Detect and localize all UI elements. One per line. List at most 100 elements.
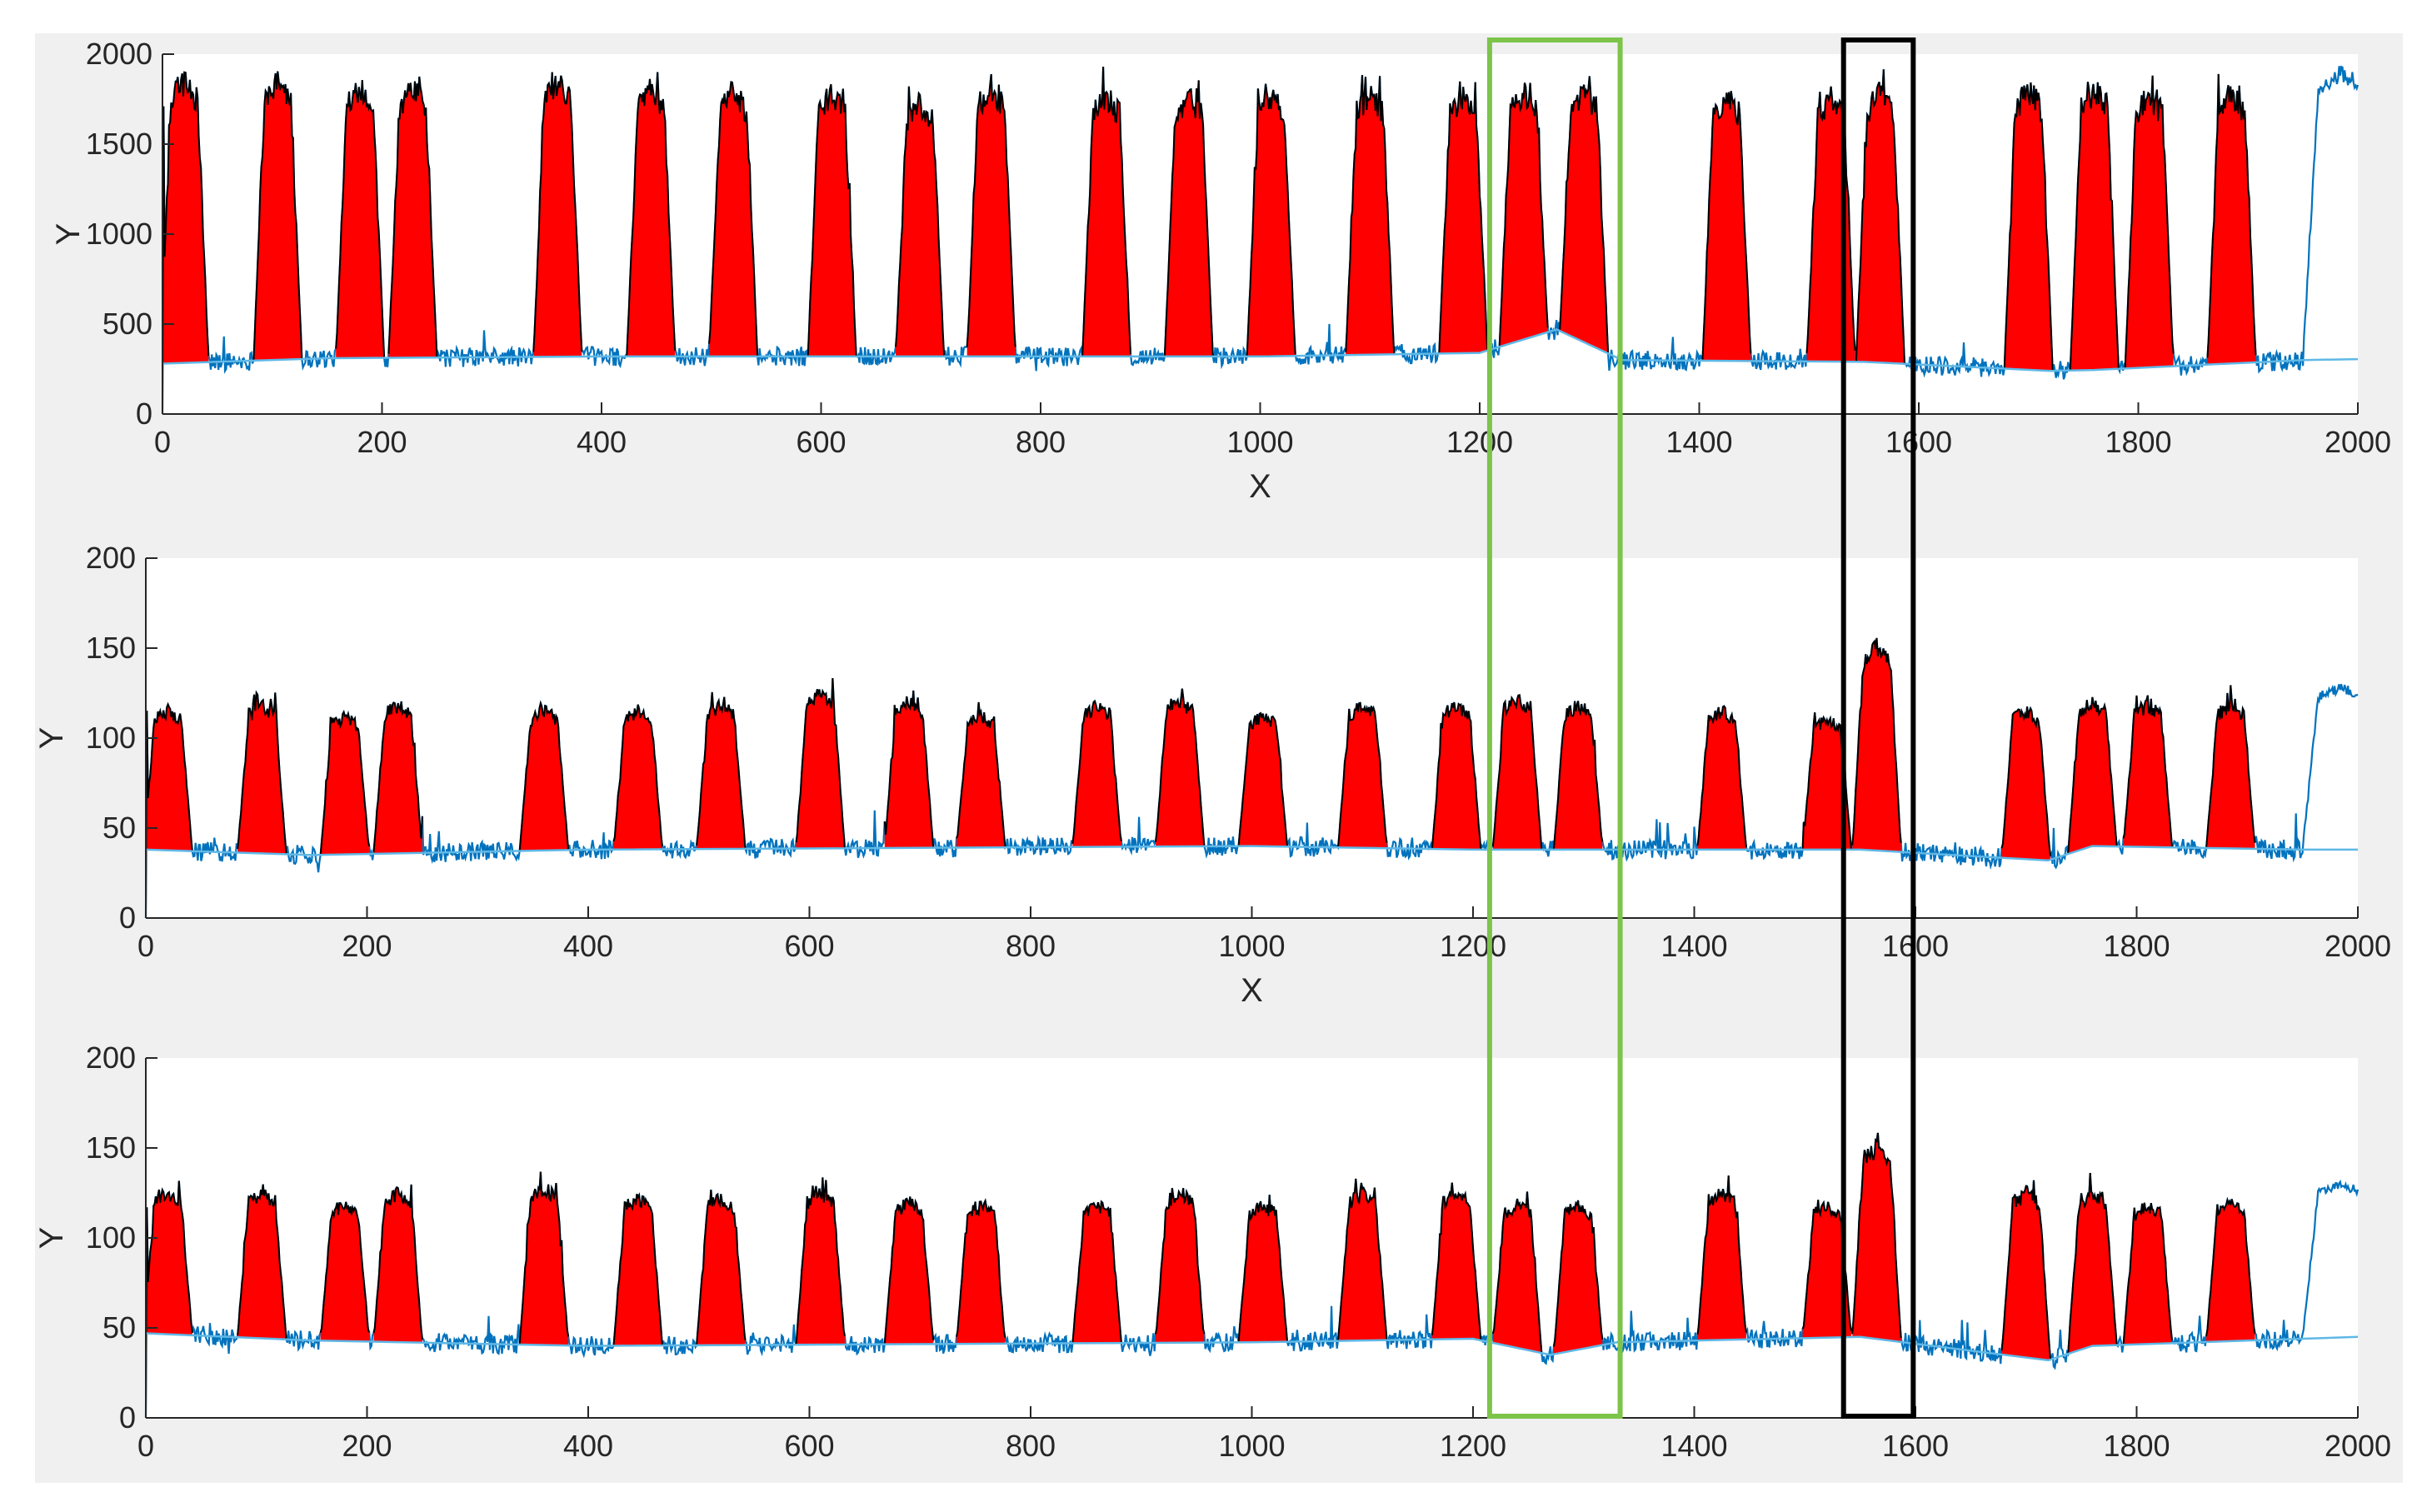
peak-fill-16 [1492,1191,1542,1354]
x-tick-label: 2000 [2325,929,2391,963]
x-tick-label: 1200 [1440,1429,1506,1463]
peak-fill-15 [1431,702,1481,850]
peak-outline-16 [1491,1191,1543,1354]
peak-fill-20 [1852,637,1901,852]
peak-outline-15 [1431,1182,1482,1340]
peak-outline-2 [252,71,303,361]
x-tick-label: 1800 [2103,1429,2170,1463]
x-axis-label: X [1241,972,1263,1009]
peak-fill-24 [2206,1199,2255,1342]
y-tick-label: 100 [86,1220,136,1255]
peak-outline-16 [1491,694,1543,850]
y-tick-label: 150 [86,1130,136,1165]
black-highlight-box [1840,37,1916,1419]
peak-fill-6 [627,72,676,357]
peak-outline-2 [237,690,287,855]
y-tick-label: 50 [102,1310,136,1345]
peak-fill-14 [1338,702,1387,849]
peak-fill-24 [2207,73,2256,365]
green-highlight-box [1486,37,1623,1419]
peak-outline-20 [1851,637,1902,846]
peak-outline-24 [2205,1196,2256,1337]
x-tick-label: 1800 [2105,425,2171,459]
x-tick-label: 1600 [1885,425,1952,459]
peak-fill-21 [2001,706,2050,861]
peak-outline-24 [2206,73,2257,358]
peak-outline-4 [387,76,438,358]
peak-fill-12 [1164,80,1213,357]
peak-fill-18 [1697,1175,1746,1341]
peak-fill-16 [1492,695,1542,850]
peak-outline-17 [1559,76,1610,354]
peak-outline-7 [708,81,759,357]
y-tick-label: 500 [102,307,152,341]
x-tick-label: 1000 [1218,1429,1285,1463]
peak-fill-5 [519,1171,569,1346]
peak-outline-13 [1237,711,1288,847]
peak-fill-1 [146,1180,192,1418]
peak-outline-12 [1163,80,1214,357]
peak-outline-19 [1805,86,1856,353]
peak-fill-24 [2206,685,2255,849]
peak-fill-12 [1156,1188,1205,1343]
baseline-line [162,328,2359,372]
peak-fill-3 [320,1201,370,1342]
peak-outline-13 [1237,1195,1288,1343]
peak-outline-20 [1855,69,1905,364]
peak-fill-14 [1338,1178,1387,1341]
peak-fill-1 [162,72,209,415]
peak-outline-8 [795,678,846,849]
peak-outline-24 [2205,685,2256,848]
peak-fill-13 [1238,1195,1287,1343]
peak-fill-8 [796,678,845,849]
x-tick-label: 800 [1006,1429,1056,1463]
peak-outline-8 [807,83,857,357]
peak-fill-9 [884,690,934,848]
peak-fill-21 [2004,82,2053,372]
peak-outline-22 [2069,82,2120,371]
y-tick-label: 0 [119,1400,136,1435]
peak-outline-6 [626,72,677,356]
peak-fill-16 [1499,82,1548,347]
peak-fill-18 [1697,706,1746,850]
x-tick-label: 0 [137,929,154,963]
peak-fill-11 [1072,701,1121,847]
peak-fill-18 [1702,91,1751,362]
peak-outline-21 [2000,706,2051,856]
panel-1: 0 200 400 600 800 1000 1200 1400 1600 1800 2000 0 50… [50,37,2391,505]
peak-fill-17 [1560,76,1609,354]
x-tick-label: 1000 [1226,425,1293,459]
peak-outline-9 [883,1196,935,1345]
peak-fill-2 [237,692,287,855]
peak-fill-14 [1346,75,1395,356]
peak-fill-2 [253,71,302,361]
peak-fill-22 [2068,696,2117,855]
y-tick-label: 150 [86,631,136,665]
peak-outline-12 [1155,1188,1206,1335]
peak-outline-18 [1696,705,1747,848]
peak-outline-4 [372,701,423,852]
peak-fill-20 [1855,69,1905,364]
peak-fill-20 [1852,1132,1901,1342]
x-tick-label: 200 [357,425,407,459]
peak-outline-11 [1071,1200,1122,1344]
peak-fill-9 [896,86,945,357]
peak-outline-14 [1337,1178,1388,1340]
baseline-line [145,845,2358,862]
peak-outline-17 [1552,701,1604,850]
peak-outline-21 [2000,1180,2051,1360]
x-tick-label: 0 [137,1429,154,1463]
x-tick-label: 400 [563,1429,613,1463]
peak-outline-10 [966,73,1016,347]
peak-fill-2 [237,1184,287,1340]
peak-fill-11 [1072,1201,1121,1344]
peak-outline-6 [612,704,663,847]
peak-outline-1 [145,701,193,919]
peak-fill-4 [373,701,422,854]
x-tick-label: 800 [1016,425,1066,459]
x-tick-label: 2000 [2325,1429,2391,1463]
x-tick-label: 600 [796,425,846,459]
peak-outline-2 [237,1184,287,1340]
peak-fill-23 [2123,695,2172,848]
peak-outline-5 [518,1171,570,1345]
